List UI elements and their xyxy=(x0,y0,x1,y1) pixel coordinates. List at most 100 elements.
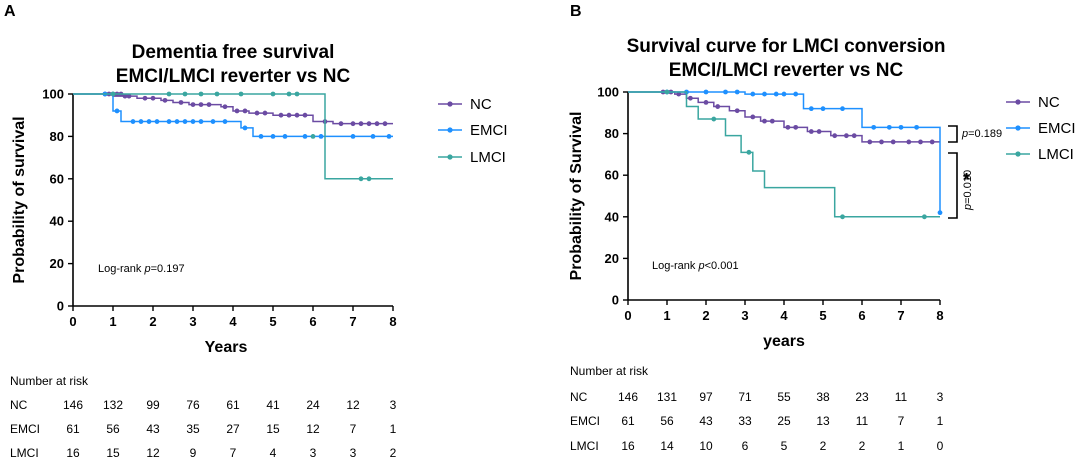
risk-row-label: NC xyxy=(10,398,28,412)
y-tick-label: 80 xyxy=(50,129,64,144)
risk-cell: 41 xyxy=(266,398,280,412)
censor-marker-nc xyxy=(906,139,912,145)
y-tick-label: 0 xyxy=(612,293,619,308)
survival-line-lmci xyxy=(628,91,940,218)
censor-marker-nc xyxy=(769,118,775,124)
panel-a-ylabel: Probability of survival xyxy=(11,116,28,283)
risk-cell: 33 xyxy=(738,414,752,428)
risk-cell: 9 xyxy=(190,446,197,460)
censor-marker-emci xyxy=(182,119,188,124)
risk-cell: 4 xyxy=(270,446,277,460)
y-tick-label: 20 xyxy=(605,251,619,266)
x-tick-label: 3 xyxy=(741,308,748,323)
x-tick-label: 5 xyxy=(819,308,826,323)
legend-label-nc: NC xyxy=(470,96,492,113)
censor-marker-emci xyxy=(762,91,767,97)
risk-cell: 7 xyxy=(350,422,357,436)
comparison-p-nc-emci: p=0.189 xyxy=(961,128,1002,140)
censor-marker-emci xyxy=(154,119,160,124)
legend-label-lmci: LMCI xyxy=(470,149,506,166)
censor-marker-emci xyxy=(937,210,943,216)
censor-marker-lmci xyxy=(238,91,244,97)
risk-cell: 7 xyxy=(230,446,237,460)
censor-marker-nc xyxy=(338,121,344,127)
censor-marker-lmci xyxy=(358,176,364,182)
panel-b-legend: NC EMCI LMCI xyxy=(1006,94,1076,163)
y-tick-label: 0 xyxy=(57,299,64,314)
y-tick-label: 40 xyxy=(50,214,64,229)
censor-marker-nc xyxy=(734,108,740,114)
risk-cell: 99 xyxy=(146,398,160,412)
risk-cell: 12 xyxy=(306,422,320,436)
legend-item-lmci[interactable]: LMCI xyxy=(1006,146,1074,163)
x-tick-label: 3 xyxy=(189,314,196,329)
panel-b-logrank: Log-rank p<0.001 xyxy=(652,260,739,272)
censor-marker-nc xyxy=(703,100,709,105)
censor-marker-emci xyxy=(370,134,376,139)
censor-marker-lmci xyxy=(198,91,204,97)
censor-marker-nc xyxy=(126,93,132,99)
panel-a-logrank: Log-rank p=0.197 xyxy=(98,263,185,275)
censor-marker-nc xyxy=(206,102,212,107)
risk-row-label: LMCI xyxy=(10,446,39,460)
legend-item-emci[interactable]: EMCI xyxy=(438,122,508,139)
censor-marker-emci xyxy=(166,119,172,124)
censor-marker-nc xyxy=(762,118,767,124)
panel-a-legend: NC EMCI LMCI xyxy=(438,96,508,166)
risk-cell: 3 xyxy=(310,446,317,460)
risk-row-label: NC xyxy=(570,390,588,404)
panel-b-ylabel: Probability of Survival xyxy=(568,112,585,281)
censor-marker-emci xyxy=(282,134,288,139)
survival-line-emci xyxy=(628,91,941,213)
censor-marker-emci xyxy=(318,134,324,139)
censor-marker-emci xyxy=(793,91,799,97)
risk-cell: 6 xyxy=(742,439,749,453)
risk-table-title: Number at risk xyxy=(10,374,89,388)
legend-item-emci[interactable]: EMCI xyxy=(1006,120,1076,137)
censor-marker-lmci xyxy=(310,134,316,139)
risk-cell: 55 xyxy=(777,390,791,404)
legend-label-emci: EMCI xyxy=(470,122,508,139)
x-tick-label: 1 xyxy=(663,308,670,323)
censor-marker-nc xyxy=(844,133,849,139)
y-tick-label: 100 xyxy=(42,87,64,102)
legend-item-nc[interactable]: NC xyxy=(438,96,492,113)
legend-label-lmci: LMCI xyxy=(1038,146,1074,163)
censor-marker-emci xyxy=(886,124,892,130)
censor-marker-nc xyxy=(150,95,156,101)
censor-marker-lmci xyxy=(711,116,717,122)
censor-marker-nc xyxy=(222,104,228,110)
censor-marker-nc xyxy=(350,121,356,127)
risk-cell: 10 xyxy=(699,439,713,453)
comparison-nc-lmci: * p=0.010 xyxy=(948,152,974,219)
legend-label-nc: NC xyxy=(1038,94,1060,111)
censor-marker-nc xyxy=(162,97,168,103)
panel-b-risk-table: Number at risk NC 146 131 97 71 55 38 23 11 3EMCI… xyxy=(570,364,944,453)
censor-marker-nc xyxy=(851,133,857,139)
panel-b-title: Survival curve for LMCI conversion xyxy=(627,36,946,57)
panel-a-xlabel: Years xyxy=(205,339,248,356)
legend-item-nc[interactable]: NC xyxy=(1006,94,1060,111)
comparison-nc-emci: p=0.189 xyxy=(948,125,1002,143)
legend-marker-nc xyxy=(1015,99,1021,105)
risk-cell: 43 xyxy=(146,422,160,436)
risk-row-label: EMCI xyxy=(10,422,40,436)
censor-marker-nc xyxy=(142,95,148,101)
censor-marker-nc xyxy=(294,112,300,118)
legend-item-lmci[interactable]: LMCI xyxy=(438,149,506,166)
risk-cell: 43 xyxy=(699,414,713,428)
censor-marker-nc xyxy=(122,93,128,99)
risk-cell: 13 xyxy=(816,414,830,428)
censor-marker-emci xyxy=(210,119,216,124)
censor-marker-nc xyxy=(890,139,896,145)
censor-marker-emci xyxy=(723,89,728,95)
censor-marker-emci xyxy=(840,106,845,112)
risk-cell: 61 xyxy=(66,422,80,436)
censor-marker-emci xyxy=(130,119,136,124)
censor-marker-emci xyxy=(914,124,919,130)
censor-marker-emci xyxy=(198,119,204,124)
censor-marker-lmci xyxy=(664,89,670,95)
